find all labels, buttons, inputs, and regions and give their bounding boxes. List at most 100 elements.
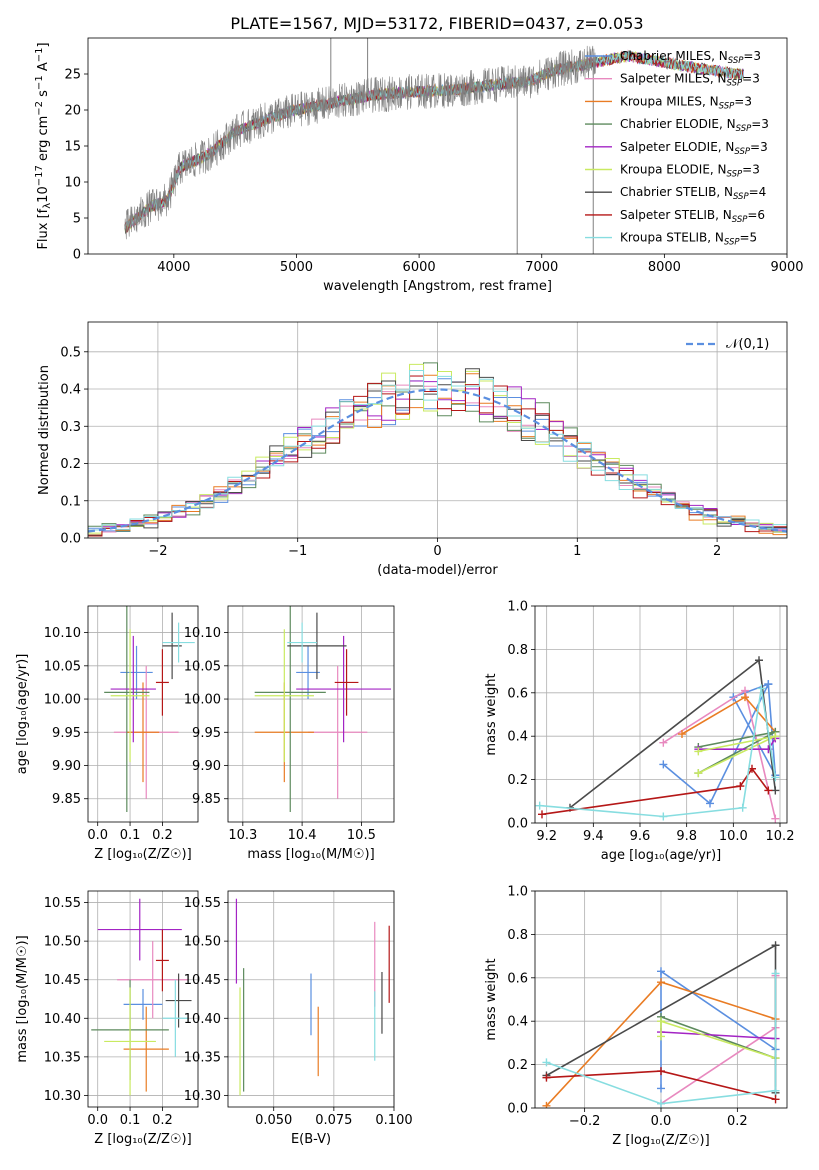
y-tick-label: 0.6	[507, 971, 528, 986]
x-tick-label: 10.3	[228, 828, 257, 843]
mass-vs-metallicity-panel: 0.0 0.1 0.2 10.30 10.35 10.40 10.45 10.50 10.55 Z…	[15, 890, 199, 1147]
y-tick-label: 0	[73, 248, 81, 263]
axes-frame	[87, 605, 199, 823]
y-tick-label: 0.3	[60, 420, 81, 435]
weight-marker	[657, 1084, 665, 1093]
axes-frame	[534, 890, 788, 1109]
y-label-sub: λ	[42, 203, 53, 209]
x-tick-label: 0.1	[120, 1113, 141, 1128]
weight-marker	[538, 810, 546, 819]
axes: 10.3 10.4 10.5 9.85 9.90 9.95 10.00 10.05 10.10 m…	[184, 605, 395, 862]
weight-marker	[542, 1073, 551, 1082]
y-tick-label: 15	[64, 140, 81, 155]
y-label-sup: −17	[34, 165, 45, 186]
x-tick-label: 9000	[770, 260, 803, 275]
normal-curve	[88, 388, 787, 533]
weight-vs-age-panel: 9.2 9.4 9.6 9.8 10.0 10.2 0.0 0.2 0.4 0.6 0.8 1.0 ag…	[484, 600, 794, 864]
weight-marker	[542, 1101, 551, 1108]
plot-area	[535, 656, 780, 823]
axes: −2 −1 0 1 2 0.0 0.1 0.2 0.3 0.4 0.5 (data-model)/er…	[37, 321, 788, 578]
x-tick-label: −0.2	[569, 1114, 601, 1129]
residuals-panel: −2 −1 0 1 2 0.0 0.1 0.2 0.3 0.4 0.5 (data-model)/er…	[37, 321, 788, 578]
weight-marker	[706, 799, 714, 808]
weight-marker	[542, 1058, 551, 1067]
weight-line	[681, 696, 776, 735]
y-label-sup: −1	[34, 48, 45, 63]
weight-line	[546, 973, 777, 1105]
weight-marker	[764, 786, 773, 795]
x-tick-label: 0.2	[152, 1113, 173, 1128]
axes-frame	[227, 890, 395, 1108]
weight-marker	[659, 738, 668, 747]
weight-marker	[757, 684, 766, 693]
x-tick-label: 9.2	[536, 829, 557, 844]
legend-text: Salpeter ELODIE, N	[620, 140, 734, 154]
x-tick-label: 8000	[648, 260, 681, 275]
y-label-part: ]	[36, 42, 51, 47]
y-axis-label: Normed distribution	[37, 365, 52, 495]
mass-vs-ebv-panel: 0.050 0.075 0.100 10.30 10.35 10.40 10.45 10.50…	[184, 890, 413, 1147]
y-tick-label: 9.95	[52, 726, 81, 741]
y-tick-label: 10.40	[184, 1012, 221, 1027]
y-tick-label: 0.6	[507, 686, 528, 701]
x-tick-label: 10.2	[766, 829, 795, 844]
weight-marker	[771, 941, 780, 950]
legend-label: 𝒩(0,1)	[726, 337, 769, 352]
x-tick-label: 0.0	[651, 1114, 672, 1129]
x-tick-label: 2	[713, 544, 721, 559]
weight-marker	[741, 693, 749, 702]
x-tick-label: 0.100	[375, 1113, 412, 1128]
y-tick-label: 10.40	[44, 1012, 81, 1027]
y-tick-label: 9.85	[192, 792, 221, 807]
axes-frame	[87, 890, 199, 1108]
y-axis-label: mass weight	[484, 673, 499, 755]
y-label-part: erg cm	[36, 116, 51, 165]
legend-text: Salpeter STELIB, N	[620, 208, 732, 222]
y-axis-label: Flux [fλ10−17 erg cm−2 s−1 A−1]	[34, 42, 53, 249]
y-tick-label: 0.5	[60, 345, 81, 360]
x-axis-label: wavelength [Angstrom, rest frame]	[323, 279, 552, 294]
weight-marker	[771, 969, 780, 978]
weight-marker	[678, 730, 686, 739]
legend-sub: SSP	[727, 170, 743, 180]
x-tick-label: −1	[288, 544, 307, 559]
x-tick-label: 9.8	[676, 829, 697, 844]
x-axis-label: mass [log₁₀(M/M☉)]	[247, 847, 374, 862]
axes-frame	[227, 605, 395, 823]
histogram-step	[88, 370, 787, 538]
y-label-part: 10	[36, 186, 51, 203]
y-tick-label: 1.0	[507, 885, 528, 900]
y-axis-label: mass [log₁₀(M/M☉)]	[15, 935, 30, 1062]
axes-frame	[87, 321, 788, 539]
x-tick-label: 0.0	[87, 828, 108, 843]
legend-text: =3	[751, 117, 769, 131]
y-tick-label: 0.2	[507, 773, 528, 788]
weight-line	[660, 969, 776, 1089]
weight-marker	[657, 1032, 665, 1041]
x-tick-label: −2	[148, 544, 167, 559]
x-tick-label: 10.5	[347, 828, 376, 843]
y-tick-label: 10.50	[44, 935, 81, 950]
legend-sub: SSP	[732, 215, 748, 225]
legend-text: =3	[750, 140, 768, 154]
legend-label: Kroupa ELODIE, NSSP=3	[620, 163, 760, 180]
x-axis-label: Z [log₁₀(Z/Z☉)]	[94, 847, 191, 862]
y-tick-label: 0.4	[507, 730, 528, 745]
axes: 0.0 0.1 0.2 9.85 9.90 9.95 10.00 10.05 10.10 Z [l…	[15, 605, 199, 862]
legend-text: Chabrier STELIB, N	[620, 185, 733, 199]
y-tick-label: 9.90	[52, 759, 81, 774]
weight-marker	[659, 812, 668, 821]
y-tick-label: 0.8	[507, 643, 528, 658]
legend-text: Salpeter MILES, N	[620, 72, 727, 86]
y-tick-label: 10.10	[184, 626, 221, 641]
grid-lines	[228, 606, 394, 822]
x-tick-label: 9.4	[583, 829, 604, 844]
y-tick-label: 10.45	[44, 973, 81, 988]
legend-text: =3	[742, 72, 760, 86]
legend-sub: SSP	[736, 124, 752, 134]
y-tick-label: 10.35	[44, 1050, 81, 1065]
axes-frame	[87, 37, 788, 255]
x-tick-label: 5000	[280, 260, 313, 275]
weight-line	[541, 767, 769, 816]
